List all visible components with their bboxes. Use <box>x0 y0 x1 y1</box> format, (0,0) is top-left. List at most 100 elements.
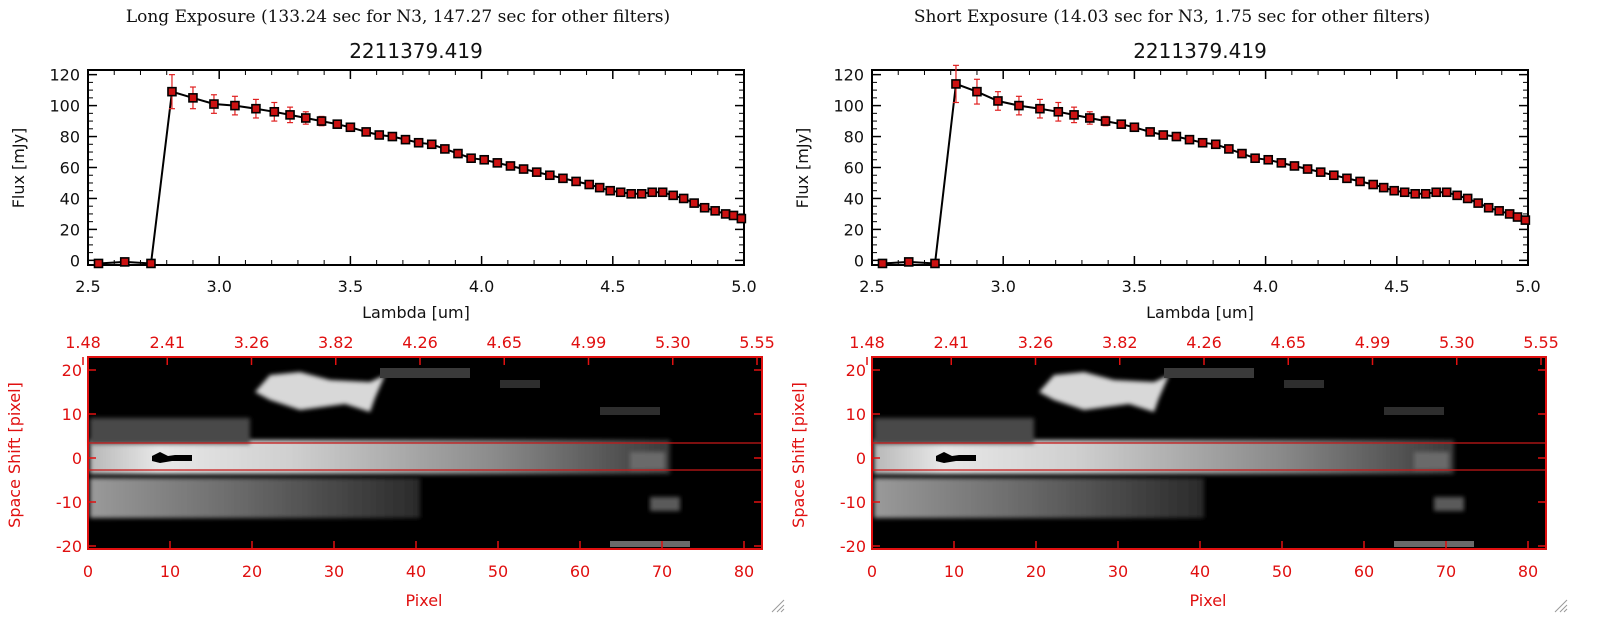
data-point <box>1145 127 1155 137</box>
data-point <box>1210 139 1221 150</box>
data-point <box>605 185 615 196</box>
data-point <box>1116 119 1127 129</box>
data-point <box>558 173 568 184</box>
x-tick-label: 2.5 <box>859 277 884 296</box>
pixel-tick-label: 60 <box>1354 562 1374 581</box>
x-tick-labels: 2.5 3.0 3.5 4.0 4.5 5.0 <box>859 70 1541 296</box>
data-point <box>1473 198 1483 208</box>
wavelength-tick-label: 3.82 <box>1102 333 1138 352</box>
x-tick-label: 3.5 <box>338 277 363 296</box>
data-point <box>251 103 261 114</box>
wavelength-tick-label: 2.41 <box>933 333 969 352</box>
data-point <box>1342 173 1352 184</box>
bright-blob <box>255 372 385 412</box>
y-tick-label: 0 <box>70 251 80 270</box>
data-point <box>1158 130 1169 140</box>
faint-blob <box>1394 541 1474 547</box>
panel-title: Long Exposure (133.24 sec for N3, 147.27… <box>126 7 670 27</box>
saturated-pixels <box>936 452 976 463</box>
data-point <box>615 187 626 198</box>
data-point <box>400 134 411 145</box>
y-tick-label: 120 <box>49 66 80 85</box>
data-point <box>300 113 311 123</box>
data-point <box>1276 158 1287 168</box>
y-tick-label: 0 <box>854 251 864 270</box>
data-point <box>426 139 437 150</box>
x-tick-label: 3.0 <box>990 277 1015 296</box>
space-shift-tick-label: 10 <box>846 405 866 424</box>
data-point <box>119 257 130 267</box>
data-point <box>1250 153 1260 164</box>
wavelength-tick-label: 4.26 <box>1186 333 1222 352</box>
upper-halo <box>90 418 250 444</box>
data-point <box>728 210 739 221</box>
space-shift-tick-label: -20 <box>840 537 866 556</box>
data-point <box>1084 113 1095 123</box>
x-tick-label: 3.5 <box>1122 277 1147 296</box>
pixel-tick-label: 60 <box>570 562 590 581</box>
wavelength-tick-label: 3.26 <box>234 333 270 352</box>
data-point <box>1329 170 1339 181</box>
data-point <box>146 258 156 269</box>
space-shift-tick-label: 10 <box>62 405 82 424</box>
resize-grip[interactable] <box>1554 599 1568 613</box>
image-frame <box>871 356 1547 550</box>
data-point <box>1289 161 1300 171</box>
faint-blob <box>610 541 690 547</box>
plot-frame <box>87 69 745 266</box>
y-tick-label: 100 <box>49 97 80 116</box>
lower-halo <box>90 478 420 518</box>
data-point <box>1494 206 1504 216</box>
wavelength-tick-labels: 1.48 2.41 3.26 3.82 4.26 4.65 4.99 5.30 5.55 <box>65 333 775 365</box>
data-point <box>699 202 710 213</box>
wavelength-tick-label: 2.41 <box>149 333 185 352</box>
pixel-tick-label: 0 <box>867 562 877 581</box>
data-point <box>505 161 516 171</box>
x-tick-label: 4.0 <box>1253 277 1278 296</box>
faint-blob <box>1384 407 1444 415</box>
y-tick-label: 40 <box>844 189 864 208</box>
data-point <box>332 119 343 129</box>
data-point <box>657 187 668 198</box>
wavelength-tick-label: 4.26 <box>402 333 438 352</box>
y-tick-label: 60 <box>60 159 80 178</box>
wavelength-tick-label: 4.65 <box>486 333 522 352</box>
wavelength-tick-label: 3.82 <box>318 333 354 352</box>
faint-blob <box>1434 497 1464 511</box>
pixel-tick-label: 50 <box>1272 562 1292 581</box>
faint-blob <box>600 407 660 415</box>
pixel-tick-labels: 0 10 20 30 40 50 60 70 80 <box>83 541 754 581</box>
pixel-tick-label: 20 <box>1026 562 1046 581</box>
lower-halo <box>874 478 1204 518</box>
data-point <box>492 158 503 168</box>
data-point <box>374 130 385 140</box>
saturated-pixels <box>152 452 192 463</box>
wavelength-tick-label: 5.55 <box>739 333 775 352</box>
data-point <box>1462 193 1473 204</box>
y-axis-label: Flux [mJy] <box>9 128 28 209</box>
data-point <box>413 137 424 148</box>
data-point <box>877 258 888 269</box>
resize-grip[interactable] <box>771 599 785 613</box>
y-tick-label: 20 <box>844 220 864 239</box>
data-point <box>209 99 219 109</box>
y-axis-label: Flux [mJy] <box>793 128 812 209</box>
space-shift-tick-label: -10 <box>56 493 82 512</box>
pixel-tick-label: 80 <box>734 562 754 581</box>
data-point <box>1410 189 1420 199</box>
wavelength-tick-label: 1.48 <box>65 333 101 352</box>
image-emission <box>874 368 1474 547</box>
data-point <box>1420 189 1431 199</box>
data-point <box>626 189 636 199</box>
data-point <box>545 170 555 181</box>
data-point <box>668 190 678 201</box>
data-point <box>571 176 581 187</box>
spectral-image: 0 10 20 30 40 50 60 70 80 1.48 2.41 3.26 3.82 4.26 4.… <box>789 333 1559 610</box>
y-tick-labels: 0 20 40 60 80 100 120 <box>833 66 1528 270</box>
pixel-tick-labels: 0 10 20 30 40 50 60 70 80 <box>867 541 1538 581</box>
data-point <box>1100 116 1111 126</box>
pixel-tick-label: 70 <box>1436 562 1456 581</box>
x-tick-label: 4.5 <box>1384 277 1409 296</box>
data-point <box>1014 100 1024 111</box>
